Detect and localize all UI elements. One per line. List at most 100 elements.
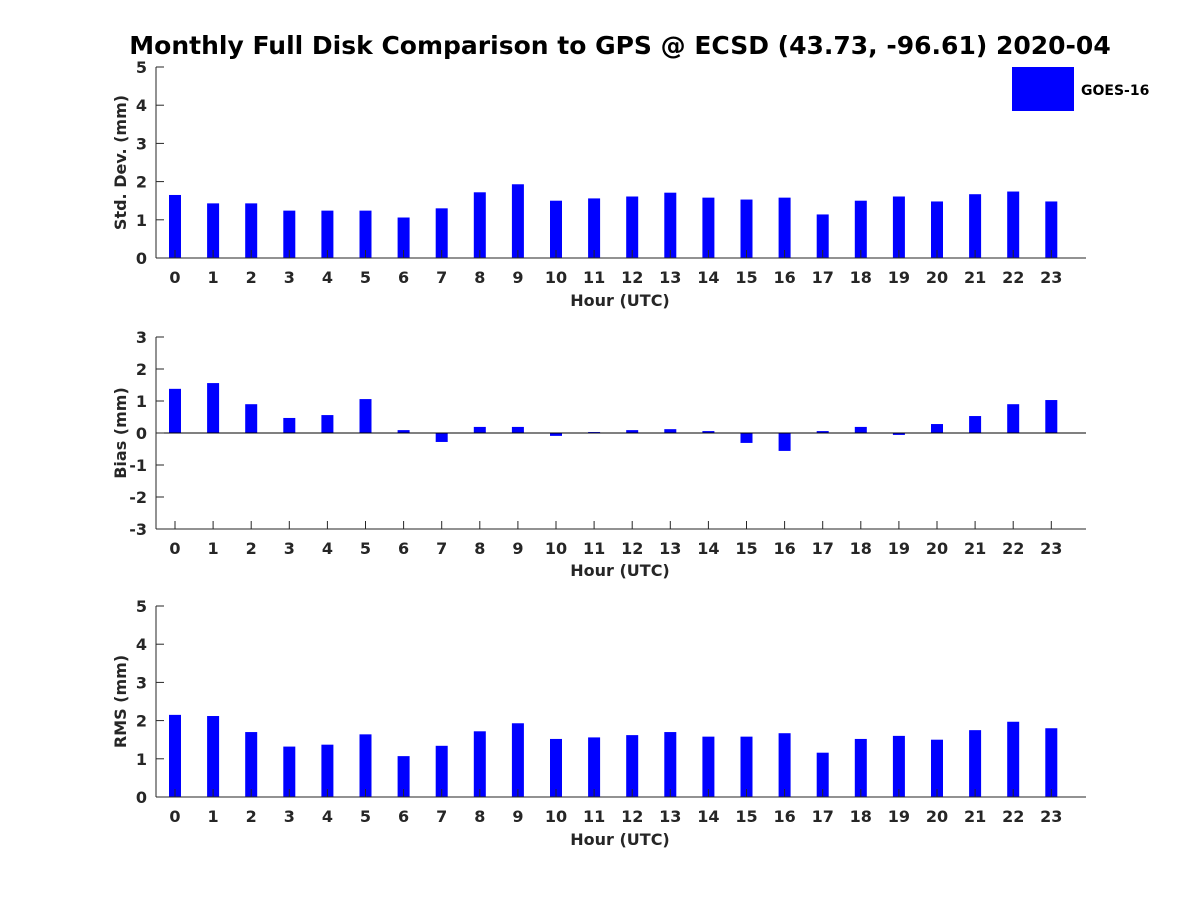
bar-stddev-hour-3 bbox=[283, 210, 296, 258]
x-tick-label-stddev: 9 bbox=[512, 268, 523, 287]
bar-stddev-hour-13 bbox=[664, 192, 677, 258]
bar-bias-hour-4 bbox=[321, 415, 334, 433]
x-tick-label-rms: 8 bbox=[474, 807, 485, 826]
bar-bias-hour-17 bbox=[816, 431, 829, 433]
bar-stddev-hour-6 bbox=[397, 217, 410, 258]
y-tick-label-stddev: 0 bbox=[136, 249, 147, 268]
bar-bias-hour-5 bbox=[359, 399, 372, 433]
x-tick-label-rms: 14 bbox=[697, 807, 719, 826]
bar-bias-hour-23 bbox=[1045, 400, 1058, 433]
y-tick-label-rms: 0 bbox=[136, 788, 147, 807]
x-axis-label-bias: Hour (UTC) bbox=[570, 561, 670, 580]
bar-stddev-hour-5 bbox=[359, 210, 372, 258]
bar-stddev-hour-14 bbox=[702, 197, 715, 258]
x-axis-label-stddev: Hour (UTC) bbox=[570, 291, 670, 310]
x-tick-label-stddev: 11 bbox=[583, 268, 605, 287]
x-tick-label-stddev: 7 bbox=[436, 268, 447, 287]
x-tick-label-stddev: 17 bbox=[812, 268, 834, 287]
bar-rms-hour-13 bbox=[664, 732, 677, 797]
x-tick-label-rms: 3 bbox=[284, 807, 295, 826]
x-tick-label-rms: 13 bbox=[659, 807, 681, 826]
x-tick-label-stddev: 4 bbox=[322, 268, 333, 287]
x-tick-label-rms: 1 bbox=[208, 807, 219, 826]
y-tick-label-bias: -1 bbox=[129, 456, 147, 475]
x-tick-label-bias: 14 bbox=[697, 539, 719, 558]
bar-rms-hour-10 bbox=[550, 738, 562, 797]
y-axis-label-bias: Bias (mm) bbox=[111, 387, 130, 479]
x-tick-label-stddev: 19 bbox=[888, 268, 910, 287]
y-axis-label-rms: RMS (mm) bbox=[111, 655, 130, 748]
bar-stddev-hour-1 bbox=[207, 203, 220, 258]
bar-rms-hour-7 bbox=[435, 745, 448, 797]
bar-rms-hour-15 bbox=[740, 736, 753, 797]
y-tick-label-rms: 4 bbox=[136, 635, 147, 654]
x-tick-label-bias: 15 bbox=[735, 539, 757, 558]
x-tick-label-rms: 21 bbox=[964, 807, 986, 826]
x-tick-label-bias: 6 bbox=[398, 539, 409, 558]
legend: GOES-16 bbox=[1012, 67, 1149, 111]
x-tick-label-rms: 9 bbox=[512, 807, 523, 826]
bar-bias-hour-0 bbox=[169, 388, 181, 433]
x-tick-label-stddev: 6 bbox=[398, 268, 409, 287]
bar-rms-hour-2 bbox=[245, 732, 258, 797]
x-tick-label-bias: 1 bbox=[208, 539, 219, 558]
y-tick-label-bias: 3 bbox=[136, 328, 147, 347]
bar-bias-hour-14 bbox=[702, 431, 715, 433]
bar-bias-hour-13 bbox=[664, 429, 677, 433]
bar-stddev-hour-20 bbox=[931, 201, 943, 258]
x-tick-label-bias: 3 bbox=[284, 539, 295, 558]
x-tick-label-stddev: 15 bbox=[735, 268, 757, 287]
bar-stddev-hour-7 bbox=[435, 208, 448, 258]
bar-stddev-hour-18 bbox=[854, 200, 867, 258]
x-tick-label-stddev: 14 bbox=[697, 268, 719, 287]
bar-rms-hour-4 bbox=[321, 744, 334, 797]
x-tick-label-rms: 23 bbox=[1040, 807, 1062, 826]
y-tick-label-bias: 0 bbox=[136, 424, 147, 443]
bar-bias-hour-3 bbox=[283, 417, 296, 433]
x-tick-label-stddev: 8 bbox=[474, 268, 485, 287]
x-tick-label-bias: 0 bbox=[169, 539, 180, 558]
y-tick-label-stddev: 2 bbox=[136, 173, 147, 192]
x-tick-label-bias: 8 bbox=[474, 539, 485, 558]
x-tick-label-stddev: 16 bbox=[773, 268, 795, 287]
x-tick-label-stddev: 12 bbox=[621, 268, 643, 287]
x-tick-label-stddev: 5 bbox=[360, 268, 371, 287]
bar-bias-hour-7 bbox=[435, 433, 448, 442]
chart-title: Monthly Full Disk Comparison to GPS @ EC… bbox=[129, 31, 1110, 60]
bar-rms-hour-14 bbox=[702, 736, 715, 797]
bar-bias-hour-6 bbox=[397, 430, 410, 433]
x-tick-label-stddev: 23 bbox=[1040, 268, 1062, 287]
bar-bias-hour-21 bbox=[969, 416, 982, 433]
x-tick-label-bias: 22 bbox=[1002, 539, 1024, 558]
x-tick-label-bias: 17 bbox=[812, 539, 834, 558]
y-tick-label-stddev: 1 bbox=[136, 211, 147, 230]
bar-rms-hour-18 bbox=[854, 738, 867, 797]
x-tick-label-rms: 6 bbox=[398, 807, 409, 826]
x-tick-label-bias: 12 bbox=[621, 539, 643, 558]
x-tick-label-bias: 10 bbox=[545, 539, 567, 558]
x-tick-label-bias: 9 bbox=[512, 539, 523, 558]
x-tick-label-stddev: 13 bbox=[659, 268, 681, 287]
y-tick-label-bias: -2 bbox=[129, 488, 147, 507]
bar-stddev-hour-22 bbox=[1007, 191, 1020, 258]
bar-rms-hour-1 bbox=[207, 716, 220, 797]
x-tick-label-stddev: 18 bbox=[850, 268, 872, 287]
bar-rms-hour-23 bbox=[1045, 728, 1058, 797]
x-tick-label-stddev: 2 bbox=[246, 268, 257, 287]
x-tick-label-stddev: 22 bbox=[1002, 268, 1024, 287]
y-tick-label-rms: 1 bbox=[136, 750, 147, 769]
bar-stddev-hour-0 bbox=[169, 194, 181, 258]
x-tick-label-rms: 2 bbox=[246, 807, 257, 826]
bar-stddev-hour-19 bbox=[892, 196, 905, 258]
x-tick-label-bias: 13 bbox=[659, 539, 681, 558]
x-tick-label-rms: 22 bbox=[1002, 807, 1024, 826]
bar-rms-hour-11 bbox=[588, 737, 601, 797]
x-tick-label-bias: 11 bbox=[583, 539, 605, 558]
bar-bias-hour-10 bbox=[550, 433, 562, 436]
bar-rms-hour-20 bbox=[931, 739, 943, 797]
x-tick-label-rms: 18 bbox=[850, 807, 872, 826]
